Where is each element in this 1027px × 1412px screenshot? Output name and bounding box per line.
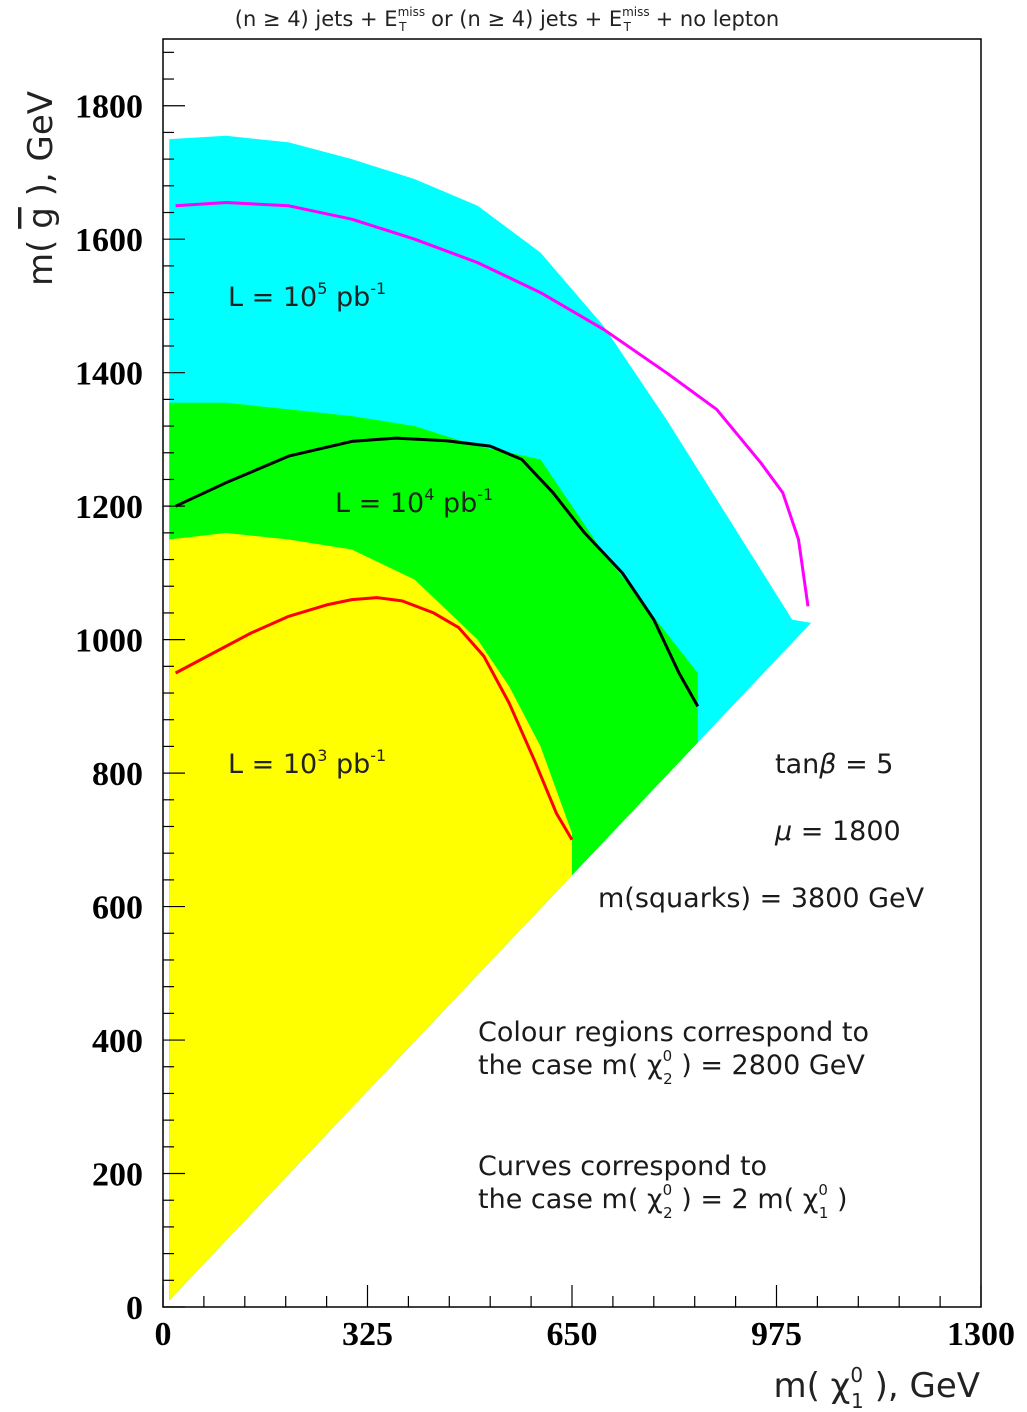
y-tick-label: 400 [92, 1023, 143, 1060]
y-tick-label: 200 [92, 1157, 143, 1194]
regions-layer [169, 135, 812, 1301]
y-tick-label: 600 [92, 890, 143, 927]
tick-labels-layer: 0 325 650 975 1300 0 200 400 600 800 1000 1200 1400 1… [75, 89, 1015, 1353]
region-label-1e3: L = 103 pb-1 [228, 746, 386, 780]
y-tick-label: 1000 [75, 623, 143, 660]
curve-1 [174, 436, 700, 708]
region-area-2 [169, 532, 573, 1301]
x-axis-label: m( χ0 1 ), GeV [773, 1363, 980, 1412]
region-labels: L = 105 pb-1 L = 104 pb-1 L = 103 pb-1 [228, 279, 493, 780]
x-tick-label: 975 [751, 1316, 802, 1353]
y-tick-label: 800 [92, 756, 143, 793]
y-tick-label: 1800 [75, 89, 143, 126]
y-axis-label: m( g ), GeV [21, 91, 61, 286]
note-curves-line2: the case m( χ0 2 ) = 2 m( χ0 1 ) [478, 1181, 848, 1222]
x-tick-label: 0 [155, 1316, 172, 1353]
chart-title: (n ≥ 4) jets + Emiss T or (n ≥ 4) jets + … [235, 5, 780, 34]
x-tick-label: 650 [547, 1316, 598, 1353]
y-tick-label: 1200 [75, 489, 143, 526]
annotation-squarks: m(squarks) = 3800 GeV [598, 883, 925, 914]
y-tick-label: 1600 [75, 222, 143, 259]
curve-2 [174, 596, 574, 841]
curve-0 [175, 201, 810, 607]
note-colour-regions-line2: the case m( χ0 2 ) = 2800 GeV [478, 1047, 865, 1088]
region-label-1e5: L = 105 pb-1 [228, 279, 386, 313]
ticks-layer [162, 51, 982, 1308]
region-label-1e4: L = 104 pb-1 [335, 485, 493, 519]
note-curves-line1: Curves correspond to [478, 1151, 767, 1182]
x-tick-label: 325 [342, 1316, 393, 1353]
x-tick-label: 1300 [947, 1316, 1015, 1353]
note-colour-regions-line1: Colour regions correspond to [478, 1017, 869, 1048]
curves-layer [174, 201, 810, 841]
y-tick-label: 0 [126, 1290, 143, 1327]
y-tick-label: 1400 [75, 356, 143, 393]
annotation-mu: μ = 1800 [774, 816, 901, 847]
annotation-tanbeta: tanβ = 5 [775, 749, 893, 780]
